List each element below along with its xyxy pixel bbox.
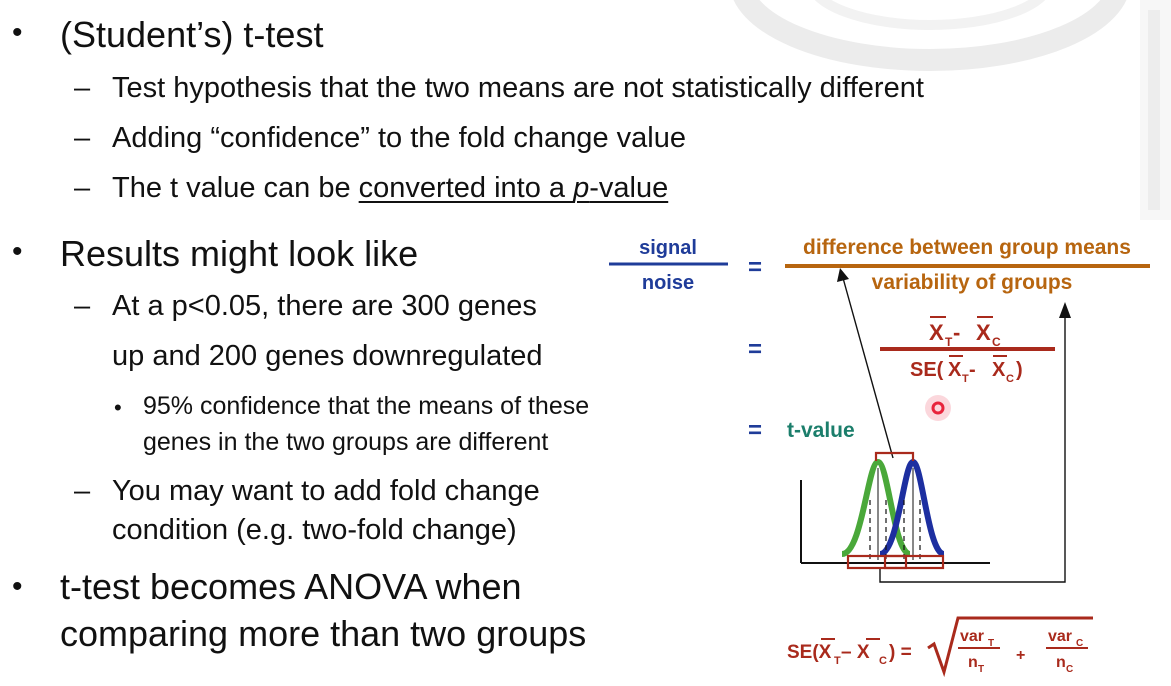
cursor-highlight <box>925 395 951 421</box>
formula-sub-c: C <box>879 655 887 667</box>
bullet-anova-line2: comparing more than two groups <box>60 613 587 654</box>
dash-marker: – <box>74 72 91 104</box>
xbar-numerator: X T - X C <box>929 316 1001 349</box>
sub-foldchange-line2: condition (e.g. two-fold change) <box>112 514 517 546</box>
subsub-confidence-line1: 95% confidence that the means of these <box>143 392 590 420</box>
n-c-sub: C <box>1066 664 1073 675</box>
bullet-marker: • <box>12 235 23 268</box>
top-bracket <box>874 451 915 461</box>
p-italic: p <box>573 172 590 204</box>
var-t: var <box>960 628 984 645</box>
dash-marker: – <box>74 475 91 507</box>
dash-marker: – <box>74 122 91 154</box>
se-formula: SE(X T – X C ) = var T n T + var C n C <box>787 616 1093 678</box>
blue-distribution-curve <box>878 458 946 557</box>
se-close: ) <box>1016 359 1023 381</box>
sub-hypothesis: Test hypothesis that the two means are n… <box>112 72 924 104</box>
bullet-ttest: (Student’s) t-test <box>60 14 324 55</box>
formula-lhs: SE(X <box>787 642 832 663</box>
bullet-marker: • <box>12 570 23 603</box>
converted-link: converted into a p-value <box>359 172 669 204</box>
sub-confidence: Adding “confidence” to the fold change v… <box>112 122 686 154</box>
arrow-head-numerator <box>837 268 849 282</box>
value-text: -value <box>589 172 669 204</box>
var-c: var <box>1048 628 1072 645</box>
se-minus: - <box>969 359 976 381</box>
dash-marker: – <box>74 172 91 204</box>
equals-3: = <box>748 417 762 444</box>
var-t-sub: T <box>988 638 994 649</box>
cursor-dot <box>931 401 945 415</box>
equals-2: = <box>748 336 762 363</box>
n-t-sub: T <box>978 664 984 675</box>
equals-1: = <box>748 254 762 281</box>
xbar-t: X <box>929 320 944 345</box>
sub-pvalue-text: The t value can be <box>112 172 359 204</box>
formula-eq: ) = <box>889 642 912 663</box>
signal-label: signal <box>639 237 697 259</box>
plus: + <box>1016 647 1025 664</box>
n-t: n <box>968 654 978 671</box>
se-xc-sub: C <box>1006 373 1014 385</box>
formula-sub-t: T <box>834 655 841 667</box>
dash-marker: – <box>74 290 91 322</box>
xbar-c: X <box>976 320 991 345</box>
sub-genes-line1: At a p<0.05, there are 300 genes <box>112 290 537 322</box>
n-c: n <box>1056 654 1066 671</box>
arrow-to-numerator <box>842 277 894 459</box>
numerator-label: difference between group means <box>803 236 1131 259</box>
subsub-confidence-line2: genes in the two groups are different <box>143 428 549 456</box>
arrow-head-denominator <box>1059 302 1071 318</box>
converted-link-text: converted into a <box>358 172 574 204</box>
green-distribution-curve <box>840 458 912 557</box>
se-xt-sub: T <box>962 373 969 385</box>
se-xt: X <box>948 359 962 381</box>
bullet-results: Results might look like <box>60 233 419 274</box>
se-denominator: SE( X T - X C ) <box>910 355 1023 385</box>
bullet-anova-line1: t-test becomes ANOVA when <box>60 566 522 607</box>
xbar-t-sub: T <box>945 335 953 349</box>
sub-genes-line2: up and 200 genes downregulated <box>112 340 543 372</box>
denominator-label: variability of groups <box>872 271 1073 294</box>
xbar-minus: - <box>953 320 960 345</box>
se-xc: X <box>992 359 1006 381</box>
sub-pvalue: The t value can be converted into a p-va… <box>112 174 668 203</box>
xbar-c-sub: C <box>992 335 1001 349</box>
sub-foldchange-line1: You may want to add fold change <box>112 475 540 507</box>
sqrt-sign <box>927 616 1093 678</box>
small-bullet-marker: • <box>114 395 122 420</box>
noise-label: noise <box>642 272 694 294</box>
bottom-bracket-right <box>883 554 945 570</box>
se-open: SE( <box>910 359 944 381</box>
t-value-label: t-value <box>787 419 855 442</box>
bottom-bracket-left <box>846 554 908 570</box>
formula-minus: – X <box>841 642 870 663</box>
bullet-marker: • <box>12 16 23 49</box>
arrow-to-denominator <box>879 318 1066 583</box>
var-c-sub: C <box>1076 638 1083 649</box>
